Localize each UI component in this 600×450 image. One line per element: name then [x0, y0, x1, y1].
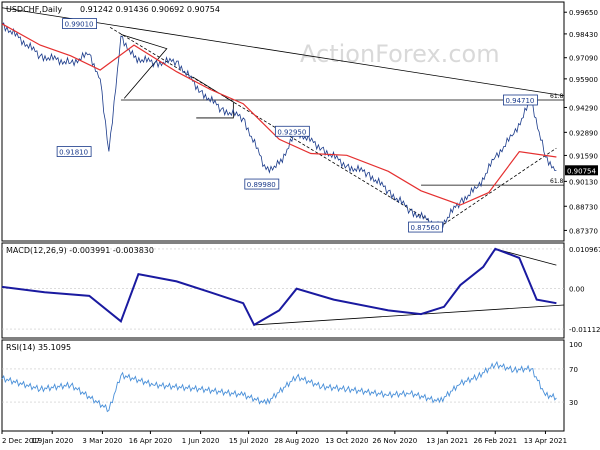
macd-divergence-line	[495, 248, 557, 266]
rsi-y-tick-label: 70	[569, 366, 578, 374]
price-y-tick-label: 0.90130	[569, 178, 598, 186]
macd-trendline	[254, 304, 565, 326]
macd-y-tick-label: 0.010967	[569, 246, 600, 254]
price-annotation-box	[408, 221, 443, 233]
price-y-tick-label: 0.97090	[569, 55, 598, 63]
price-annotation-label: 0.91810	[59, 149, 88, 157]
price-annotation-label: 0.94710	[505, 97, 534, 105]
macd-series	[1, 247, 557, 327]
channel-dashed	[109, 26, 440, 228]
price-series	[1, 22, 557, 229]
last-price-tag	[565, 165, 598, 176]
price-annotation-box	[274, 125, 310, 137]
price-annotation-box	[244, 178, 280, 190]
rsi-panel	[1, 339, 565, 432]
x-tick-label: 2 Dec 2019	[2, 437, 42, 445]
price-annotation-box	[503, 94, 538, 106]
fib-label-lower: 61.8	[550, 178, 564, 185]
x-tick-label: 28 Aug 2020	[274, 437, 319, 445]
macd-y-tick-label: -0.011127	[569, 326, 600, 334]
last-price-label: 0.90754	[567, 167, 596, 175]
price-annotation-label: 0.89980	[247, 181, 276, 189]
rsi-series	[1, 360, 557, 413]
rsi-y-tick-label: 100	[569, 341, 582, 349]
price-y-tick-label: 0.98430	[569, 31, 598, 39]
fib-label-upper: 61.8	[550, 93, 564, 100]
x-tick-label: 13 Oct 2020	[325, 437, 368, 445]
rsi-y-tick-label: 30	[569, 399, 578, 407]
price-panel	[1, 1, 565, 242]
ticks-layer: 0.99650 0.98430 0.97090 0.95900 0.94290 0.928…	[1, 9, 600, 445]
price-y-tick-label: 0.99650	[569, 9, 598, 17]
price-annotation-label: 0.99010	[65, 21, 94, 29]
x-tick-label: 17 Jan 2020	[31, 437, 73, 445]
x-tick-label: 1 Jun 2020	[182, 437, 220, 445]
macd-panel	[1, 242, 565, 339]
rsi-label: RSI(14) 35.1095	[6, 343, 71, 352]
moving-average-series	[1, 23, 557, 206]
macd-label: MACD(12,26,9) -0.003991 -0.003830	[6, 246, 154, 255]
price-y-tick-label: 0.91590	[569, 152, 598, 160]
grid-layer	[2, 248, 564, 403]
x-tick-label: 13 Jan 2021	[426, 437, 468, 445]
x-tick-label: 13 Apr 2021	[524, 437, 567, 445]
price-y-tick-label: 0.92890	[569, 129, 598, 137]
price-y-tick-label: 0.95900	[569, 76, 598, 84]
price-annotation-label: 0.87560	[411, 224, 440, 232]
price-y-tick-label: 0.87370	[569, 227, 598, 235]
macd-y-tick-label: 0.00	[569, 286, 585, 294]
price-y-tick-label: 0.94290	[569, 104, 598, 112]
ohlc-readout: 0.91242 0.91436 0.90692 0.90754	[80, 5, 220, 14]
annotations-layer: 0.99010 0.91810 0.92950 0.89980 0.87560 0.947…	[56, 18, 598, 233]
x-tick-label: 3 Mar 2020	[82, 437, 122, 445]
price-annotation-label: 0.92950	[277, 128, 306, 136]
rising-dashed	[439, 147, 557, 228]
x-tick-label: 26 Feb 2021	[473, 437, 517, 445]
chart-title: USDCHF,Daily	[6, 5, 62, 14]
x-tick-label: 16 Apr 2020	[129, 437, 172, 445]
price-y-tick-label: 0.88730	[569, 203, 598, 211]
price-annotation-box	[62, 18, 97, 29]
x-tick-label: 15 Jul 2020	[229, 437, 269, 445]
watermark: ActionForex.com	[300, 40, 500, 68]
x-tick-label: 26 Nov 2020	[372, 437, 417, 445]
price-annotation-box	[56, 146, 92, 157]
triangle-pattern	[120, 34, 168, 99]
series-layer	[1, 22, 557, 413]
